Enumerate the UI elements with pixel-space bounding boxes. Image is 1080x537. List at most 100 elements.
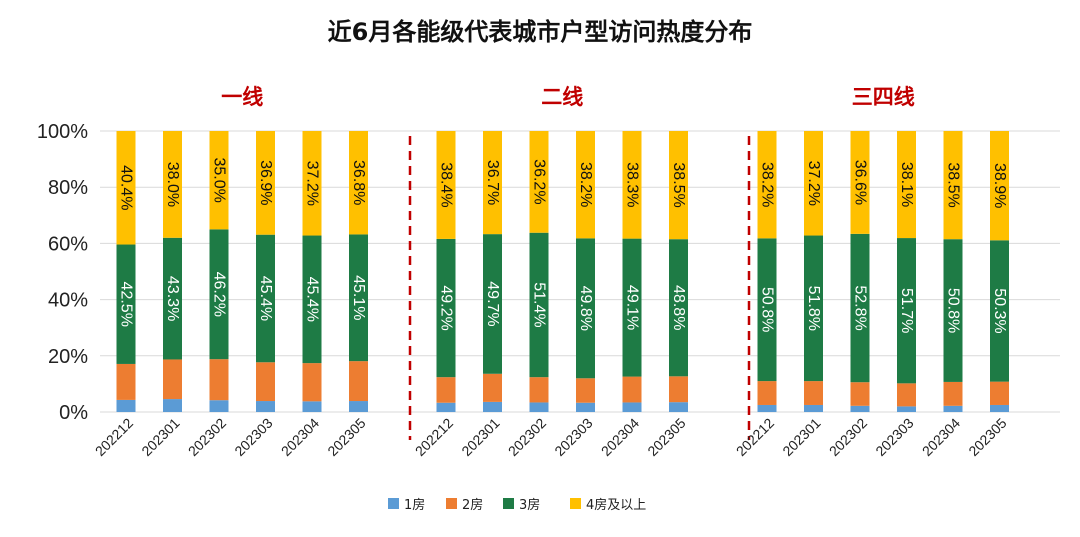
data-label: 48.8% (670, 285, 687, 330)
data-label: 40.4% (118, 165, 135, 210)
x-tick-label: 202302 (185, 415, 229, 459)
y-tick-label: 40% (48, 290, 88, 312)
bar-segment (943, 131, 963, 240)
bar-segment (349, 131, 368, 235)
x-tick-label: 202303 (872, 415, 916, 459)
bar-segment (804, 381, 823, 405)
bar-segment (116, 399, 136, 412)
legend-label: 3房 (519, 497, 540, 513)
y-tick-label: 80% (48, 177, 88, 199)
x-tick-label: 202303 (551, 415, 595, 459)
x-axis-ticks: 202212 202301 202302 202303 202304 202305 2022… (92, 415, 1010, 459)
bar-segment (256, 401, 275, 412)
legend-swatch (446, 498, 457, 509)
bar-segment (757, 238, 777, 382)
data-label: 49.2% (438, 285, 455, 330)
bar-segment (349, 401, 368, 412)
bar-segment (757, 404, 777, 412)
data-label: 38.5% (670, 162, 687, 207)
bar-segment (163, 237, 182, 360)
group-titles: 一线 二线 三四线 (221, 85, 915, 109)
y-tick-label: 0% (59, 402, 88, 424)
bar-segment (943, 239, 963, 382)
bar-segment (302, 235, 322, 364)
y-tick-label: 20% (48, 346, 88, 368)
legend: 1房 2房 3房 4房及以上 (388, 497, 646, 513)
legend-swatch (503, 498, 514, 509)
bar-segment (436, 131, 456, 239)
legend-label: 2房 (462, 497, 483, 513)
bar-segment (576, 402, 595, 412)
bar-segment (116, 131, 136, 245)
bar-segment (669, 402, 688, 412)
data-label: 49.7% (484, 281, 501, 326)
data-label: 45.4% (257, 276, 274, 321)
x-tick-label: 202301 (138, 415, 182, 459)
bar-segment (943, 381, 963, 406)
legend-label: 1房 (404, 497, 425, 513)
data-label: 45.4% (304, 277, 321, 322)
bar-segment (209, 359, 229, 401)
data-label: 42.5% (118, 282, 135, 327)
x-tick-label: 202302 (826, 415, 870, 459)
data-label: 38.5% (945, 162, 962, 207)
data-label: 51.8% (805, 286, 822, 331)
data-labels: 42.5% 40.4% 43.3% 38.0% 46.2% 35.0% 45.4% 36.9%… (118, 157, 1009, 333)
group-title: 二线 (541, 85, 583, 109)
data-label: 36.6% (852, 160, 869, 205)
bar-segment (529, 377, 549, 403)
bar-segment (116, 363, 136, 400)
data-label: 50.8% (945, 288, 962, 333)
bar-segment (483, 373, 502, 402)
legend-swatch (570, 498, 581, 509)
data-label: 46.2% (211, 272, 228, 317)
bar-segment (669, 131, 688, 240)
data-label: 38.3% (624, 162, 641, 207)
bar-segment (116, 244, 136, 364)
chart-title: 近6月各能级代表城市户型访问热度分布 (328, 18, 753, 46)
bar-segment (302, 401, 322, 412)
x-tick-label: 202305 (644, 415, 688, 459)
data-label: 51.7% (898, 288, 915, 333)
data-label: 51.4% (531, 282, 548, 327)
bar-segment (804, 131, 823, 236)
data-label: 36.8% (350, 160, 367, 205)
bar-segment (850, 382, 870, 406)
x-tick-label: 202212 (412, 415, 456, 459)
data-label: 38.4% (438, 162, 455, 207)
bar-segment (757, 381, 777, 405)
x-tick-label: 202304 (598, 415, 642, 459)
bar-segment (483, 131, 502, 235)
bar-segment (209, 131, 229, 230)
x-tick-label: 202301 (779, 415, 823, 459)
bar-segment (349, 361, 368, 402)
data-label: 49.8% (577, 286, 594, 331)
x-tick-label: 202301 (458, 415, 502, 459)
bar-segment (529, 131, 549, 233)
bar-segment (163, 359, 182, 400)
bar-segment (804, 235, 823, 382)
bar-segment (990, 381, 1009, 405)
bar-segment (529, 232, 549, 378)
legend-swatch (388, 498, 399, 509)
bar-segment (302, 363, 322, 402)
bar-segment (436, 238, 456, 378)
bar-segment (990, 404, 1009, 412)
bar-segment (529, 402, 549, 412)
bar-segment (804, 404, 823, 412)
data-label: 36.7% (484, 160, 501, 205)
bar-segment (256, 234, 275, 363)
bar-segment (622, 238, 642, 377)
bar-segment (483, 401, 502, 412)
bar-segment (209, 400, 229, 412)
bar-segment (850, 131, 870, 234)
bar-segment (622, 131, 642, 239)
x-tick-label: 202303 (231, 415, 275, 459)
data-label: 45.1% (350, 275, 367, 320)
x-tick-label: 202212 (92, 415, 136, 459)
legend-label: 4房及以上 (586, 497, 646, 513)
bars (116, 131, 1009, 412)
y-axis-ticks: 0% 20% 40% 60% 80% 100% (37, 121, 88, 424)
bar-segment (436, 377, 456, 403)
